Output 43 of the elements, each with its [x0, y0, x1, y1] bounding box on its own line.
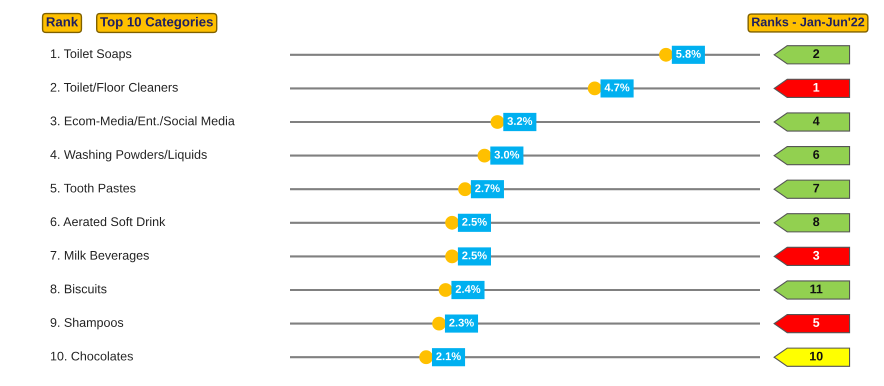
y-tick-label: 6. Aerated Soft Drink	[50, 216, 166, 226]
y-tick-label: 9. Shampoos	[50, 318, 124, 330]
y-tick-label: 3. Ecom-Media/Ent./Social Media	[50, 116, 235, 126]
point	[445, 249, 459, 264]
text: 6	[813, 150, 820, 159]
point	[419, 350, 434, 364]
text: 5	[813, 318, 820, 327]
data-label: 2.5%	[462, 252, 487, 260]
y-tick-label: 4. Washing Powders/Liquids	[50, 150, 207, 162]
data-label: 2.1%	[436, 352, 461, 360]
text: 10	[810, 352, 823, 361]
y-tick-label: 2. Toilet/Floor Cleaners	[50, 82, 178, 92]
data-label: 2.3%	[449, 318, 474, 327]
text: 11	[810, 284, 822, 294]
data-label: 2.5%	[462, 218, 487, 226]
data-label: 5.8%	[676, 50, 701, 58]
text: 1	[814, 83, 820, 92]
point	[445, 216, 459, 230]
point	[432, 316, 446, 331]
y-axis-title: Rank	[46, 16, 78, 27]
y-tick-label: 10. Chocolates	[50, 351, 133, 361]
text: 7	[813, 184, 820, 192]
text: 2	[813, 49, 820, 58]
y-tick-label: 5. Tooth Pastes	[50, 183, 136, 193]
y-tick-label: 7. Milk Beverages	[50, 250, 149, 262]
point	[458, 182, 472, 196]
point	[438, 283, 452, 297]
point	[588, 81, 602, 96]
data-label: 3.0%	[494, 150, 520, 159]
y-tick-label: 1. Toilet Soaps	[50, 48, 132, 61]
text: 4	[812, 116, 820, 126]
data-label: 4.7%	[604, 84, 630, 92]
point	[478, 148, 492, 163]
data-label: 3.2%	[507, 117, 532, 125]
data-label: 2.4%	[456, 285, 480, 293]
text: 3	[813, 250, 820, 260]
text: 8	[813, 217, 820, 226]
text: Top 10 Categories	[100, 16, 213, 30]
text: Ranks - Jan-Jun'22	[752, 17, 864, 26]
point	[490, 115, 504, 129]
data-label: 2.7%	[475, 184, 500, 192]
y-tick-label: 8. Biscuits	[50, 284, 107, 294]
point	[659, 48, 673, 62]
